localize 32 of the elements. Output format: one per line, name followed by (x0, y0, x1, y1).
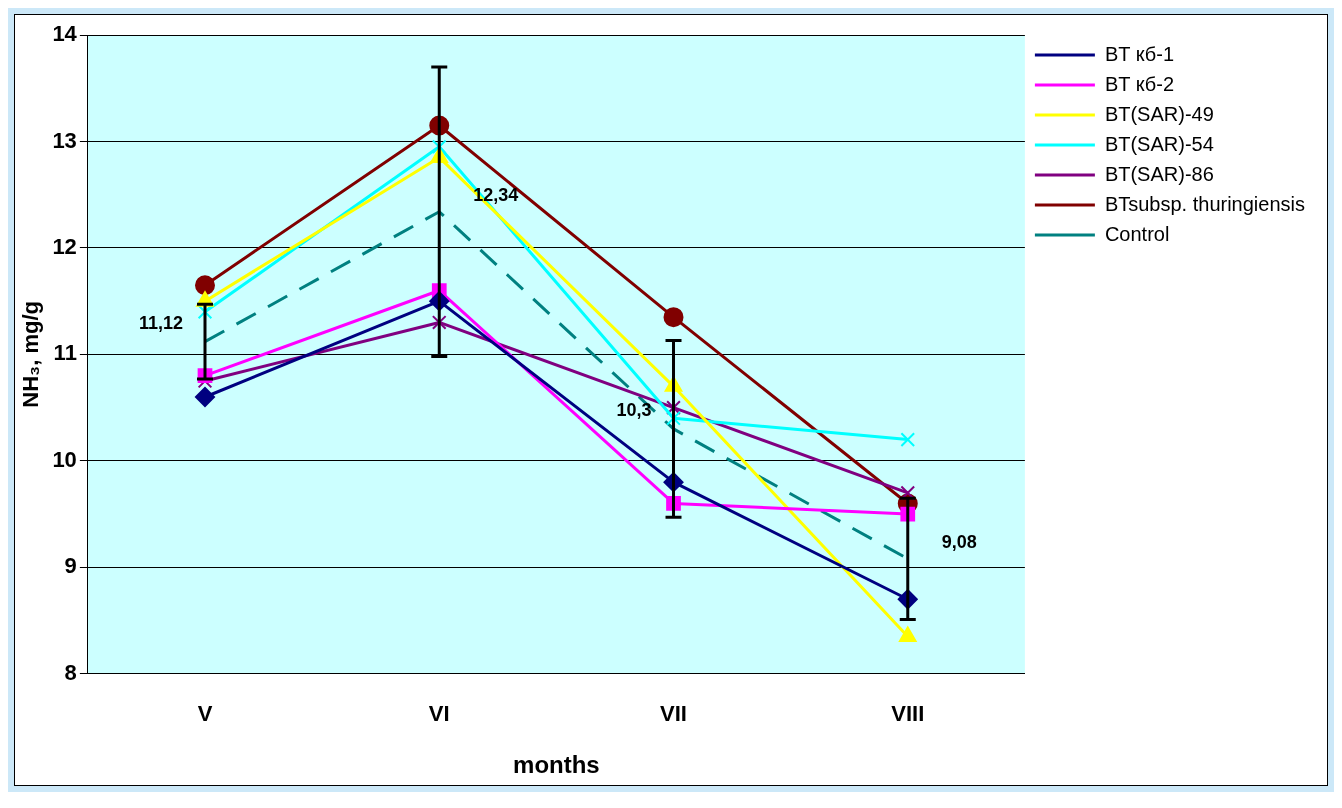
y-tick-label: 14 (52, 21, 78, 47)
y-tick-label: 8 (64, 659, 77, 685)
y-tick-label: 11 (53, 340, 77, 366)
point (663, 307, 684, 328)
legend-label: BTsubsp. thuringiensis (1104, 192, 1305, 215)
y-tick-label: 9 (64, 553, 77, 579)
data-label: 9,08 (941, 531, 977, 552)
point (197, 304, 213, 320)
y-tick-label: 10 (52, 446, 77, 472)
data-label: 11,12 (138, 312, 183, 333)
x-tick-label: VI (428, 701, 450, 727)
legend-label: BT кб-2 (1104, 72, 1175, 95)
point (431, 315, 447, 330)
point (195, 386, 215, 407)
y-tick-label: 13 (52, 127, 77, 153)
x-tick-label: V (197, 701, 213, 727)
y-axis-title: NH₃, mg/g (18, 301, 44, 408)
x-axis-title: months (513, 751, 600, 779)
point (900, 432, 916, 447)
y-tick-label: 12 (52, 234, 77, 259)
x-tick-label: VII (660, 701, 687, 727)
data-label: 10,3 (616, 399, 652, 420)
legend-label: BT(SAR)-49 (1104, 102, 1214, 125)
point (666, 410, 681, 426)
point (431, 139, 447, 155)
legend-label: Control (1104, 222, 1170, 245)
point (195, 275, 215, 296)
legend-label: BT(SAR)-86 (1104, 162, 1214, 185)
legend-label: BT кб-1 (1104, 42, 1175, 65)
point (666, 400, 681, 415)
x-tick-label: VIII (891, 701, 925, 727)
legend-label: BT(SAR)-54 (1104, 132, 1214, 155)
